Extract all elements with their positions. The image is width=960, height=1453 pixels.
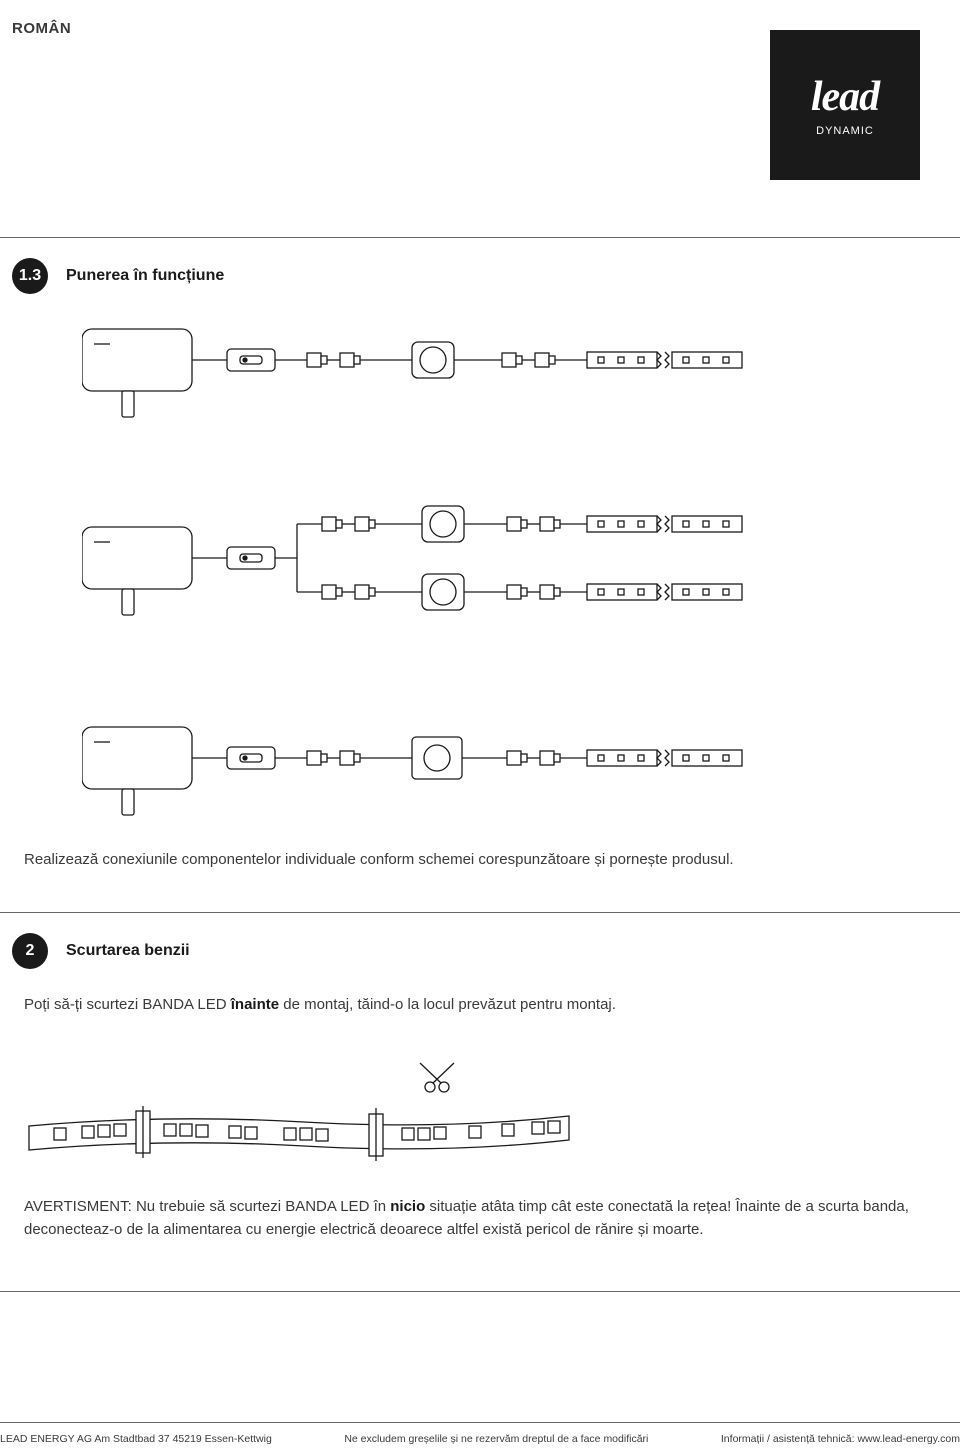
text-bold: nicio <box>390 1198 425 1215</box>
language-label: ROMÂN <box>0 20 71 37</box>
section-commissioning: 1.3 Punerea în funcțiune <box>0 238 960 912</box>
text: Poți să-ți scurtezi BANDA LED <box>24 996 231 1013</box>
wiring-diagram-split <box>82 489 902 639</box>
footer-right: Informații / asistență tehnică: www.lead… <box>721 1433 960 1445</box>
section1-caption: Realizează conexiunile componentelor ind… <box>12 849 948 892</box>
logo-subtitle: DYNAMIC <box>816 125 874 137</box>
page-footer: LEAD ENERGY AG Am Stadtbad 37 45219 Esse… <box>0 1422 960 1445</box>
section-title: Punerea în funcțiune <box>66 267 224 285</box>
wiring-diagram-box-controller <box>82 709 902 819</box>
section-shortening: 2 Scurtarea benzii Poți să-ți scurtezi B… <box>0 913 960 1282</box>
scissors-icon <box>420 1063 454 1092</box>
wiring-diagram-single <box>82 319 902 419</box>
divider <box>0 1291 960 1292</box>
section2-warning: AVERTISMENT: Nu trebuie să scurtezi BAND… <box>12 1196 948 1261</box>
footer-mid: Ne excludem greșelile și ne rezervăm dre… <box>344 1433 648 1445</box>
brand-logo: lead DYNAMIC <box>770 30 920 180</box>
section-number-badge: 2 <box>12 933 48 969</box>
text: AVERTISMENT: Nu trebuie să scurtezi BAND… <box>24 1198 390 1215</box>
wiring-diagrams <box>12 319 948 849</box>
section2-intro: Poți să-ți scurtezi BANDA LED înainte de… <box>12 994 948 1037</box>
section-title: Scurtarea benzii <box>66 942 190 960</box>
footer-left: LEAD ENERGY AG Am Stadtbad 37 45219 Esse… <box>0 1433 272 1445</box>
text-bold: înainte <box>231 996 279 1013</box>
cut-diagram <box>12 1036 948 1196</box>
text: de montaj, tăind-o la locul prevăzut pen… <box>279 996 616 1013</box>
logo-text: lead <box>811 73 879 121</box>
section-number-badge: 1.3 <box>12 258 48 294</box>
